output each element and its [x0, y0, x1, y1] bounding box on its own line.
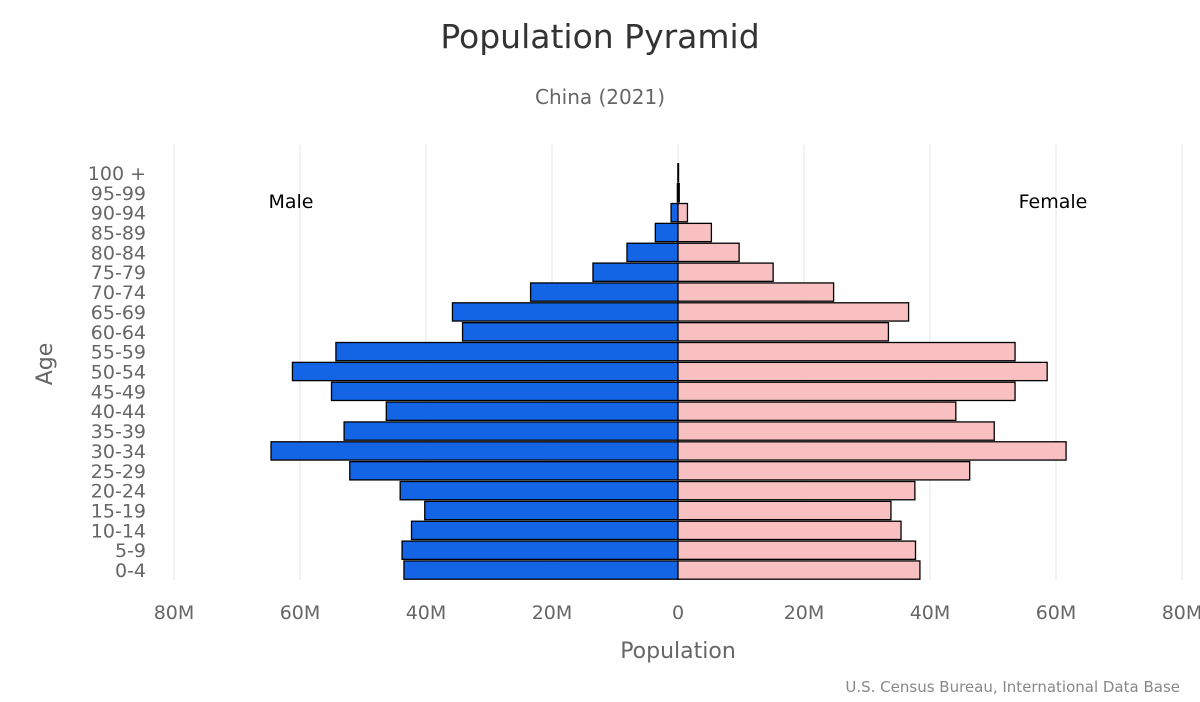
female-bar	[677, 361, 1048, 382]
female-bar	[677, 500, 892, 521]
y-tick-label: 100 +	[88, 163, 146, 185]
x-tick-label: 60M	[280, 602, 321, 624]
male-bar	[424, 500, 679, 521]
y-tick-label: 85-89	[91, 223, 146, 245]
female-bar	[677, 183, 680, 203]
y-tick-label: 40-44	[91, 401, 146, 423]
x-tick-label: 20M	[532, 602, 573, 624]
female-bar	[677, 202, 689, 223]
y-tick-label: 50-54	[91, 362, 146, 384]
y-tick-label: 55-59	[91, 342, 146, 364]
y-tick-label: 80-84	[91, 242, 146, 264]
female-bar	[677, 441, 1067, 461]
chart-title: Population Pyramid	[440, 17, 759, 56]
y-tick-label: 90-94	[91, 203, 146, 225]
female-bar	[677, 401, 957, 421]
y-tick-label: 35-39	[91, 421, 146, 443]
female-bar	[677, 480, 916, 501]
y-axis-tick-labels: 0-45-910-1415-1920-2425-2930-3435-3940-4…	[88, 163, 146, 582]
female-bar	[677, 322, 890, 342]
y-tick-label: 0-4	[115, 560, 146, 582]
y-tick-label: 5-9	[115, 540, 146, 562]
y-axis-title: Age	[33, 343, 58, 386]
male-bar	[270, 441, 679, 461]
female-bar	[677, 282, 835, 302]
y-tick-label: 95-99	[91, 183, 146, 205]
y-tick-label: 15-19	[91, 501, 146, 523]
male-bar	[335, 341, 679, 362]
female-bar	[677, 540, 917, 560]
x-axis-tick-labels: 80M 60M 40M 20M 0 20M 40M 60M 80M	[154, 602, 1200, 624]
bar-series	[270, 163, 1067, 580]
female-bar	[677, 520, 902, 541]
male-bar	[529, 282, 679, 302]
y-tick-label: 65-69	[91, 302, 146, 324]
female-bar	[677, 461, 971, 481]
y-tick-label: 10-14	[91, 520, 146, 542]
male-series-label: Male	[268, 191, 313, 213]
male-bar	[654, 222, 679, 243]
male-bar	[451, 302, 679, 322]
female-bar	[677, 341, 1016, 362]
female-bar	[677, 262, 774, 282]
male-bar	[592, 262, 679, 282]
male-bar	[330, 381, 679, 402]
x-tick-label: 40M	[910, 602, 951, 624]
credits-text[interactable]: U.S. Census Bureau, International Data B…	[845, 678, 1180, 696]
y-tick-label: 45-49	[91, 381, 146, 403]
x-tick-label: 20M	[784, 602, 825, 624]
male-bar	[410, 520, 679, 541]
male-bar	[385, 401, 679, 421]
male-bar	[626, 242, 679, 263]
x-tick-label: 80M	[154, 602, 195, 624]
x-axis-title: Population	[620, 639, 736, 664]
male-bar	[461, 322, 679, 342]
male-bar	[343, 421, 679, 441]
male-bar	[403, 560, 679, 580]
female-bar	[677, 242, 740, 263]
x-tick-label: 0	[672, 602, 684, 624]
male-bar	[401, 540, 679, 560]
male-bar	[349, 461, 679, 481]
x-tick-label: 80M	[1162, 602, 1200, 624]
female-bar	[677, 163, 680, 183]
female-series-label: Female	[1019, 191, 1088, 213]
y-tick-label: 70-74	[91, 282, 146, 304]
y-tick-label: 30-34	[91, 441, 146, 463]
y-tick-label: 60-64	[91, 322, 146, 344]
male-bar	[399, 480, 679, 501]
x-tick-label: 40M	[406, 602, 447, 624]
x-tick-label: 60M	[1036, 602, 1077, 624]
female-bar	[677, 302, 910, 322]
y-tick-label: 25-29	[91, 461, 146, 483]
female-bar	[677, 560, 921, 580]
male-bar	[291, 361, 679, 382]
female-bar	[677, 381, 1016, 402]
chart-subtitle: China (2021)	[535, 85, 665, 109]
y-tick-label: 75-79	[91, 262, 146, 284]
y-tick-label: 20-24	[91, 481, 146, 503]
female-bar	[677, 222, 713, 243]
male-bar	[670, 202, 679, 223]
female-bar	[677, 421, 995, 441]
